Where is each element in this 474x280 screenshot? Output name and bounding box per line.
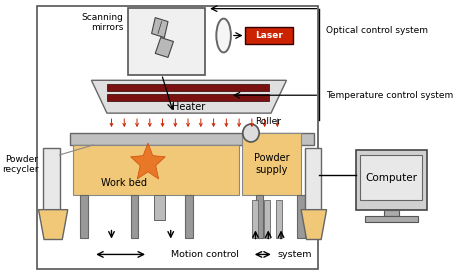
Bar (356, 150, 427, 210)
Bar (246, 27, 293, 45)
Bar (43, 148, 60, 223)
Bar (298, 195, 305, 237)
Bar (185, 195, 192, 237)
Polygon shape (155, 38, 173, 57)
Text: Motion control: Motion control (171, 250, 238, 259)
Text: Scanning
mirrors: Scanning mirrors (82, 13, 123, 32)
Bar (360, 155, 422, 200)
Text: Laser: Laser (255, 31, 283, 40)
Ellipse shape (216, 18, 231, 52)
Text: Powder
recycler: Powder recycler (2, 155, 38, 174)
Bar (107, 94, 269, 101)
Bar (73, 145, 239, 195)
Circle shape (243, 124, 259, 142)
Bar (107, 84, 269, 91)
Text: Temperature control system: Temperature control system (326, 91, 453, 100)
Bar (71, 133, 314, 145)
Bar (365, 216, 418, 221)
Bar (81, 195, 88, 237)
Bar (255, 195, 263, 237)
Bar (155, 195, 165, 220)
Bar (37, 6, 318, 269)
Polygon shape (131, 143, 165, 179)
Bar (264, 200, 270, 237)
Bar (131, 195, 138, 237)
Bar (128, 8, 205, 75)
Polygon shape (38, 210, 68, 239)
Bar (305, 148, 321, 223)
Text: system: system (277, 250, 312, 259)
Polygon shape (301, 210, 327, 239)
Bar (275, 200, 282, 237)
Bar (242, 133, 301, 195)
Text: Powder
supply: Powder supply (254, 153, 289, 175)
Bar (384, 210, 399, 216)
Polygon shape (91, 80, 286, 113)
Bar (252, 200, 258, 237)
Text: Heater: Heater (173, 102, 206, 112)
Text: Work bed: Work bed (100, 178, 146, 188)
Text: Roller: Roller (255, 116, 282, 126)
Text: Computer: Computer (365, 173, 417, 183)
Text: Optical control system: Optical control system (326, 26, 428, 35)
Polygon shape (152, 18, 168, 38)
